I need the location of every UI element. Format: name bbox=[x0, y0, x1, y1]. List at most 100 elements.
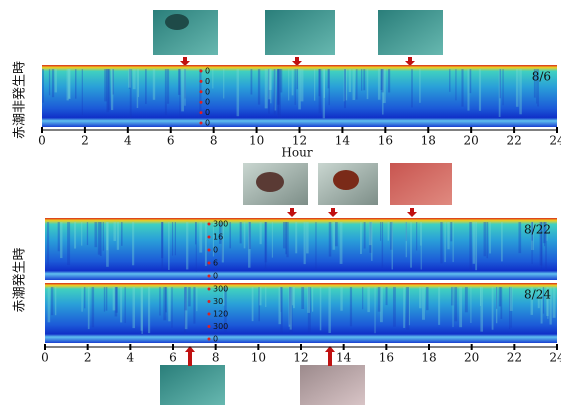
echo-texture bbox=[223, 69, 225, 99]
echo-texture bbox=[303, 222, 306, 265]
echo-texture bbox=[510, 287, 512, 328]
echo-texture bbox=[545, 222, 547, 272]
echo-texture bbox=[300, 69, 304, 102]
echo-texture bbox=[452, 287, 454, 328]
x-tick-label: 6 bbox=[169, 351, 177, 365]
echo-texture bbox=[311, 287, 314, 312]
echo-texture bbox=[344, 69, 346, 109]
echo-texture bbox=[147, 287, 151, 334]
echo-texture bbox=[121, 222, 123, 246]
echo-texture bbox=[531, 222, 534, 241]
echo-texture bbox=[381, 222, 384, 268]
depth-label: 300 bbox=[213, 220, 228, 229]
echo-texture bbox=[75, 69, 77, 99]
echo-texture bbox=[444, 222, 446, 263]
arrow bbox=[328, 208, 338, 217]
echo-texture bbox=[410, 222, 412, 268]
echo-texture bbox=[177, 69, 181, 95]
echo-texture bbox=[47, 287, 51, 323]
depth-dot bbox=[207, 261, 211, 265]
echo-texture bbox=[289, 287, 293, 335]
echo-texture bbox=[264, 69, 268, 109]
x-tick-label: 2 bbox=[84, 351, 92, 365]
photo bbox=[300, 365, 365, 405]
echo-texture bbox=[68, 69, 70, 99]
echo-texture bbox=[105, 287, 108, 311]
echo-texture bbox=[292, 287, 295, 309]
echo-texture bbox=[491, 287, 494, 330]
echo-texture bbox=[480, 287, 484, 332]
echo-texture bbox=[549, 287, 552, 325]
x-tick-label: 12 bbox=[292, 134, 307, 148]
echo-texture bbox=[318, 69, 321, 97]
echo-texture bbox=[199, 222, 203, 253]
depth-label: 0 bbox=[213, 335, 218, 344]
arrows bbox=[180, 57, 417, 366]
echogram bbox=[42, 65, 557, 127]
echogram bbox=[45, 218, 557, 280]
echo-texture bbox=[115, 287, 118, 313]
echo-texture bbox=[382, 69, 384, 115]
echo-texture bbox=[291, 69, 294, 96]
echo-texture bbox=[50, 287, 54, 316]
echo-texture bbox=[469, 222, 472, 272]
x-tick-label: 4 bbox=[127, 351, 135, 365]
echo-texture bbox=[315, 222, 317, 270]
echo-texture bbox=[188, 287, 191, 307]
date-label: 8/22 bbox=[524, 223, 551, 237]
echo-texture bbox=[132, 222, 135, 266]
echo-texture bbox=[530, 287, 533, 315]
echo-texture bbox=[259, 287, 262, 306]
echo-texture bbox=[531, 222, 533, 265]
echo-texture bbox=[537, 287, 540, 309]
depth-label: 0 bbox=[213, 246, 218, 255]
echo-texture bbox=[103, 287, 106, 312]
echo-texture bbox=[204, 222, 207, 266]
echo-texture bbox=[42, 69, 44, 103]
echo-texture bbox=[455, 69, 457, 101]
photo bbox=[265, 10, 335, 55]
depth-label: 6 bbox=[213, 259, 218, 268]
echo-texture bbox=[393, 287, 396, 327]
echo-texture bbox=[60, 222, 63, 259]
echo-texture bbox=[248, 222, 251, 268]
x-tick-label: 22 bbox=[506, 134, 521, 148]
depth-label: 0 bbox=[213, 272, 218, 281]
depth-dot bbox=[207, 312, 211, 316]
echo-texture bbox=[286, 222, 289, 258]
echo-texture bbox=[229, 222, 231, 249]
echo-texture bbox=[345, 69, 348, 101]
x-tick-label: 14 bbox=[336, 351, 352, 365]
x-tick-label: 18 bbox=[421, 134, 436, 148]
echo-texture bbox=[363, 222, 366, 249]
echo-texture bbox=[57, 222, 60, 252]
echo-texture bbox=[74, 222, 77, 249]
echo-texture bbox=[159, 287, 161, 316]
echo-texture bbox=[533, 69, 536, 98]
echo-texture bbox=[388, 69, 391, 93]
echo-texture bbox=[537, 69, 539, 107]
echo-texture bbox=[349, 287, 353, 327]
echo-texture bbox=[46, 222, 50, 271]
depth-dot bbox=[199, 121, 203, 125]
echo-texture bbox=[129, 69, 132, 119]
echo-texture bbox=[51, 69, 55, 98]
echo-texture bbox=[258, 287, 260, 322]
echo-texture bbox=[268, 69, 272, 90]
echo-texture bbox=[124, 287, 126, 323]
depth-dot bbox=[207, 222, 211, 226]
echo-texture bbox=[132, 69, 136, 90]
depth-dot bbox=[207, 337, 211, 341]
echo-texture bbox=[184, 287, 188, 330]
echo-texture bbox=[112, 287, 116, 311]
echo-texture bbox=[348, 69, 352, 93]
echo-texture bbox=[381, 69, 384, 93]
depth-dot bbox=[207, 325, 211, 328]
echo-texture bbox=[391, 222, 393, 270]
echo-texture bbox=[367, 287, 370, 313]
echo-texture bbox=[97, 222, 101, 255]
echo-texture bbox=[161, 222, 164, 259]
echo-texture bbox=[288, 287, 291, 327]
echo-texture bbox=[212, 222, 215, 257]
